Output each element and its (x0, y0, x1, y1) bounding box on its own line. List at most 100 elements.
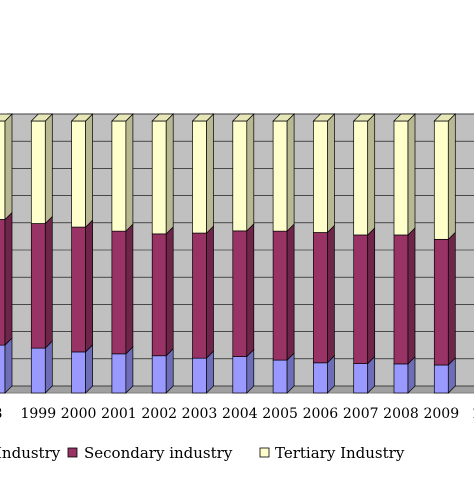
bar-top-2005 (272, 113, 295, 122)
bar-segment-secondary-industry-1999 (30, 223, 46, 349)
bar-segment-primary-industry-2009 (433, 364, 449, 394)
bar-side-tertiary-industry-1998 (4, 113, 13, 221)
bar-segment-secondary-industry-2008 (393, 234, 409, 365)
x-tick-label: 1999 (20, 406, 56, 422)
bar-side-secondary-industry-2005 (286, 223, 295, 361)
bar-top-2004 (231, 113, 255, 122)
bar-stack-2009 (433, 113, 457, 394)
bar-top-2007 (352, 113, 376, 122)
bar-top-2000 (70, 113, 94, 122)
bar-segment-primary-industry-2004 (232, 356, 248, 394)
bar-top-1999 (30, 113, 54, 122)
bar-segment-secondary-industry-1998 (0, 219, 6, 346)
bar-segment-secondary-industry-2005 (272, 230, 288, 361)
bar-side-tertiary-industry-2004 (246, 113, 255, 232)
bar-side-primary-industry-1999 (44, 340, 53, 394)
legend-label-secondary: Secondary industry (84, 444, 233, 462)
bar-top-2008 (393, 113, 416, 122)
legend-swatch-secondary (67, 447, 78, 458)
bar-side-secondary-industry-2009 (447, 231, 456, 366)
bar-stack-2007 (352, 113, 376, 394)
bar-stack-2001 (111, 113, 134, 394)
bar-side-tertiary-industry-2005 (286, 113, 295, 233)
x-tick-label: 2000 (61, 406, 97, 422)
bar-segment-tertiary-industry-2000 (71, 120, 86, 228)
bar-stack-2002 (151, 113, 175, 394)
bar-side-secondary-industry-1998 (4, 211, 13, 346)
bar-segment-tertiary-industry-2003 (192, 120, 207, 234)
bar-top-2003 (191, 113, 215, 122)
bar-segment-tertiary-industry-2001 (111, 120, 127, 232)
x-tick-label: 2006 (303, 406, 339, 422)
bar-stack-1998 (0, 113, 13, 394)
bar-segment-secondary-industry-2002 (151, 233, 167, 357)
bar-stack-2008 (393, 113, 416, 394)
bar-side-tertiary-industry-2008 (407, 113, 416, 236)
bar-segment-tertiary-industry-1999 (30, 120, 46, 224)
bar-segment-tertiary-industry-1998 (0, 120, 6, 220)
x-tick-label: 2005 (262, 406, 298, 422)
bar-segment-secondary-industry-2007 (353, 234, 369, 364)
bar-stack-2005 (272, 113, 295, 394)
bar-segment-primary-industry-2001 (111, 353, 127, 394)
bar-side-secondary-industry-2006 (327, 224, 335, 364)
bar-side-tertiary-industry-1999 (44, 113, 53, 225)
x-tick-label: 2007 (343, 406, 379, 422)
bar-top-1998 (0, 113, 13, 122)
x-axis-ticks: 8199920002001200220032004200520062007200… (0, 406, 474, 422)
bar-segment-primary-industry-1998 (0, 344, 6, 394)
x-tick-label: 2008 (383, 406, 419, 422)
bar-segment-tertiary-industry-2005 (272, 120, 288, 232)
bar-segment-tertiary-industry-2007 (353, 120, 369, 236)
bar-segment-tertiary-industry-2006 (313, 120, 328, 233)
bar-side-secondary-industry-2003 (206, 225, 214, 360)
bar-side-tertiary-industry-2007 (367, 113, 376, 236)
bar-segment-primary-industry-2008 (393, 363, 409, 394)
bar-segment-secondary-industry-2009 (433, 238, 449, 366)
bar-side-primary-industry-2001 (125, 345, 134, 394)
bar-segment-secondary-industry-2006 (313, 232, 328, 364)
legend: Industry Secondary industry Tertiary Ind… (0, 444, 405, 462)
x-tick-label: 2002 (141, 406, 177, 422)
bar-stack-2006 (312, 113, 336, 394)
bar-segment-secondary-industry-2004 (232, 230, 248, 357)
bar-side-primary-industry-2000 (85, 344, 93, 394)
x-tick-label: 2009 (423, 406, 459, 422)
bar-side-secondary-industry-2000 (85, 219, 93, 353)
bar-segment-primary-industry-1999 (30, 347, 46, 394)
x-tick-label: 8 (0, 406, 2, 422)
bar-top-2006 (312, 113, 336, 122)
bar-side-secondary-industry-1999 (44, 215, 53, 349)
bar-segment-primary-industry-2002 (151, 355, 167, 394)
bar-segment-primary-industry-2005 (272, 359, 288, 394)
bar-side-tertiary-industry-2000 (85, 113, 93, 228)
x-tick-label: 2003 (182, 406, 218, 422)
bar-segment-tertiary-industry-2008 (393, 120, 409, 236)
bar-side-tertiary-industry-2006 (327, 113, 335, 234)
bar-top-2009 (433, 113, 457, 122)
bar-side-primary-industry-1998 (4, 337, 13, 394)
bar-side-secondary-industry-2002 (165, 226, 174, 357)
legend-label-primary: Industry (0, 444, 61, 462)
legend-label-tertiary: Tertiary Industry (275, 444, 405, 462)
bars (0, 113, 474, 394)
bar-side-tertiary-industry-2003 (206, 113, 214, 234)
bar-side-secondary-industry-2001 (125, 223, 134, 355)
bar-top-2002 (151, 113, 175, 122)
bar-side-secondary-industry-2004 (246, 223, 255, 358)
bar-side-tertiary-industry-2009 (447, 113, 456, 241)
bar-side-secondary-industry-2008 (407, 227, 416, 365)
bar-segment-tertiary-industry-2009 (433, 120, 449, 240)
x-tick-label: 20 (473, 406, 474, 422)
bar-stack-2000 (70, 113, 94, 394)
bar-segment-secondary-industry-2001 (111, 230, 127, 355)
bar-stack-1999 (30, 113, 54, 394)
bar-side-primary-industry-2002 (165, 347, 174, 394)
bar-segment-primary-industry-2006 (313, 362, 328, 394)
bar-stack-2003 (191, 113, 215, 394)
bar-side-tertiary-industry-2002 (165, 113, 174, 235)
x-tick-label: 2001 (101, 406, 137, 422)
bar-top-2001 (111, 113, 134, 122)
